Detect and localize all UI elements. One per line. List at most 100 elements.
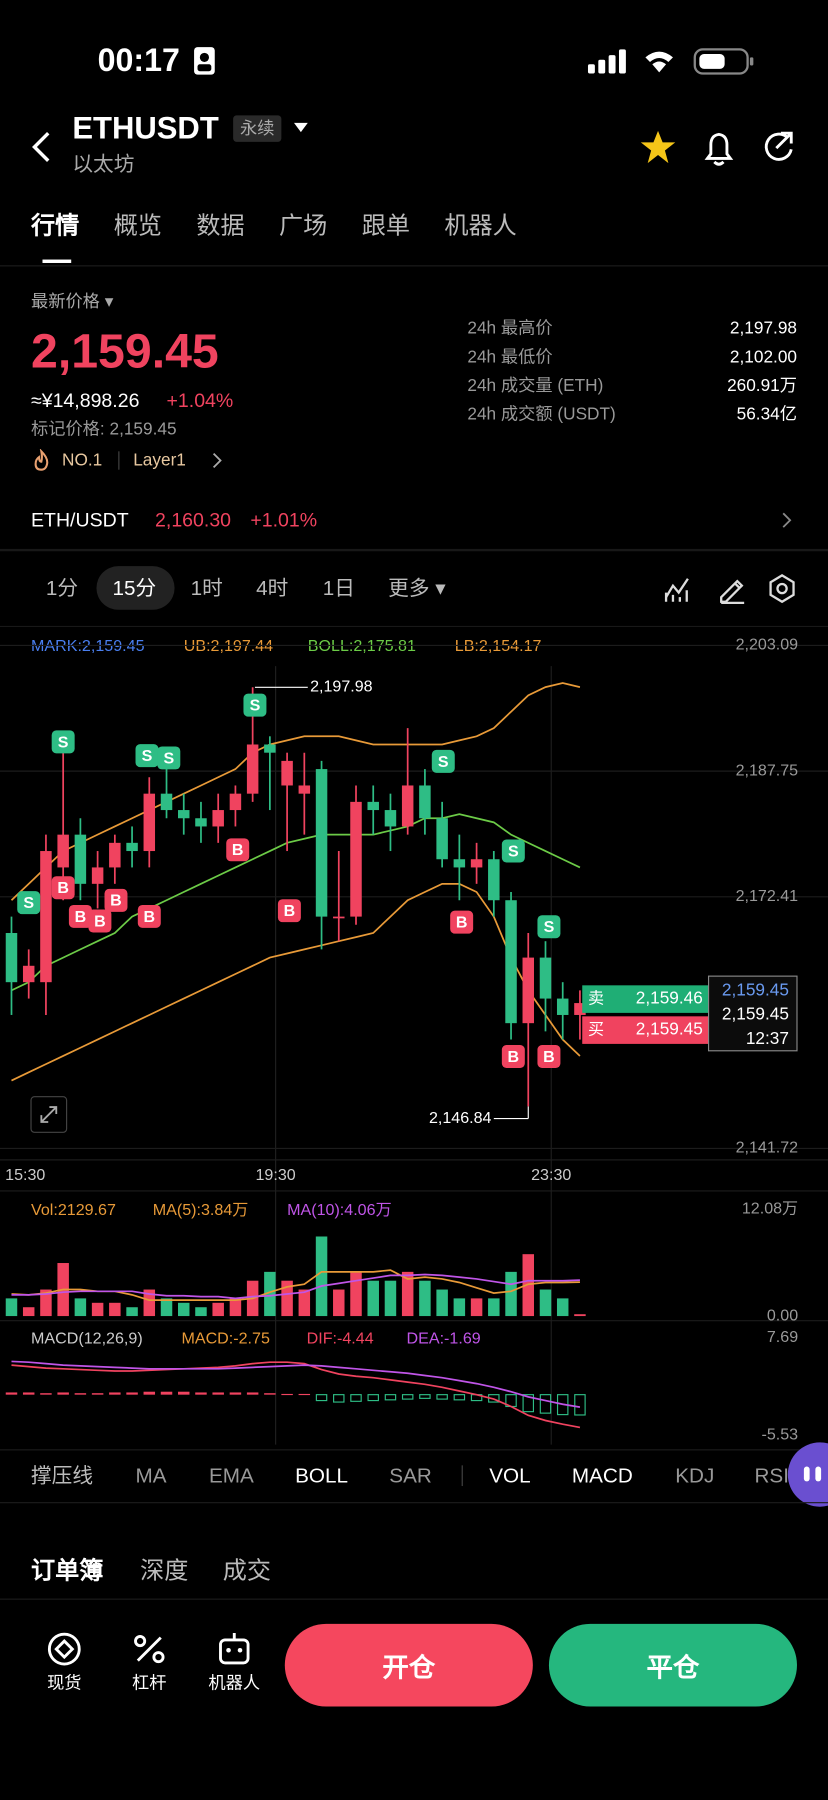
bar: [298, 1393, 311, 1396]
bar: [350, 1394, 362, 1402]
mark-price: 标记价格: 2,159.45: [31, 419, 177, 440]
bar: [281, 1280, 293, 1317]
interval[interactable]: 1分: [45, 576, 79, 600]
chart-tools[interactable]: [661, 572, 799, 605]
chevron[interactable]: [781, 511, 792, 529]
indicator[interactable]: BOLL: [295, 1464, 349, 1488]
tab[interactable]: 数据: [196, 213, 245, 240]
indicator[interactable]: 撑压线: [31, 1464, 94, 1488]
bar: [91, 1302, 104, 1317]
bar: [367, 1280, 379, 1317]
indicator-line: [11, 1361, 581, 1429]
interval[interactable]: 4时: [256, 576, 289, 600]
indicator[interactable]: MA: [135, 1464, 167, 1488]
stat-label: 24h 成交额 (USDT): [467, 404, 616, 425]
bar: [333, 1394, 345, 1403]
chevron: [212, 452, 222, 469]
candle-body: [246, 744, 259, 794]
tab[interactable]: 概览: [113, 213, 162, 240]
tab[interactable]: 机器人: [444, 213, 517, 240]
bar: [40, 1393, 52, 1395]
tab[interactable]: 行情: [31, 213, 80, 240]
candle-body: [229, 793, 242, 811]
y-tick-label: -5.53: [762, 1426, 799, 1444]
candle-body: [574, 1003, 586, 1015]
open-button[interactable]: 开仓: [284, 1623, 533, 1707]
signal-badge: [501, 839, 525, 863]
spot-pair[interactable]: ETH/USDT: [31, 509, 129, 532]
nav-label[interactable]: 杠杆: [132, 1673, 167, 1694]
book-tab[interactable]: 深度: [140, 1557, 189, 1585]
bar: [419, 1280, 431, 1317]
bar: [367, 1394, 379, 1402]
bar: [229, 1392, 242, 1395]
bar: [40, 1289, 52, 1317]
price-box-text: 2,159.45: [722, 980, 789, 1000]
price-label[interactable]: 最新价格 ▾: [31, 292, 114, 312]
bar: [195, 1307, 207, 1317]
tab[interactable]: 广场: [279, 213, 328, 240]
signal-label: S: [508, 842, 519, 860]
indicator-line: [11, 1360, 581, 1408]
indicator[interactable]: EMA: [209, 1464, 254, 1488]
candle-body: [91, 867, 104, 884]
dropdown-arrow[interactable]: [293, 122, 309, 133]
close-button[interactable]: 平仓: [548, 1623, 797, 1707]
expand-button: [30, 1096, 68, 1133]
signal-badge: [51, 876, 75, 900]
contract-badge[interactable]: 永续: [233, 115, 282, 142]
rank: NO.1: [62, 450, 103, 471]
candle-body: [556, 998, 569, 1015]
back-button[interactable]: [28, 130, 56, 164]
signal-label: B: [143, 908, 155, 926]
bar: [212, 1392, 224, 1395]
price-box: [707, 975, 798, 1052]
bar: [436, 1394, 448, 1400]
signal-badge: [157, 746, 181, 770]
signal-badge: [135, 744, 159, 768]
tab[interactable]: 跟单: [361, 213, 410, 240]
signal-badge: [137, 904, 161, 928]
bar: [178, 1302, 190, 1317]
bar: [453, 1298, 466, 1317]
signal-label: B: [57, 879, 69, 897]
bar: [160, 1298, 173, 1317]
book-tab[interactable]: 订单簿: [31, 1557, 104, 1585]
bar: [22, 1307, 35, 1317]
signal-label: B: [94, 912, 106, 930]
nav-icons[interactable]: [46, 1631, 264, 1668]
bar: [264, 1271, 276, 1317]
bar: [246, 1392, 259, 1395]
signal-badge: [537, 915, 561, 939]
book-tab[interactable]: 成交: [222, 1557, 272, 1585]
indicator[interactable]: RSI: [754, 1464, 789, 1488]
indicator[interactable]: SAR: [389, 1464, 432, 1488]
signal-badge: [243, 693, 267, 717]
indicator[interactable]: MACD: [571, 1464, 633, 1488]
candle-body: [264, 744, 276, 753]
nav-label[interactable]: 机器人: [208, 1673, 261, 1694]
price-label-text: 最新价格: [31, 292, 100, 312]
interval-more[interactable]: 更多 ▾: [388, 576, 446, 600]
nav-label[interactable]: 现货: [47, 1673, 82, 1694]
interval[interactable]: 1时: [190, 576, 223, 600]
divider: [0, 1598, 828, 1600]
signal-badge: [450, 910, 474, 934]
bar: [74, 1393, 87, 1395]
indicator[interactable]: KDJ: [675, 1464, 715, 1488]
floating-button[interactable]: [786, 1441, 828, 1508]
stat-value: 2,197.98: [729, 318, 797, 339]
bar: [384, 1280, 397, 1317]
candle-body: [195, 818, 207, 827]
candle-body: [470, 859, 483, 868]
interval[interactable]: 15分: [112, 576, 157, 600]
sector-tag[interactable]: Layer1: [133, 450, 186, 471]
interval[interactable]: 1日: [322, 576, 355, 600]
indicator[interactable]: VOL: [489, 1464, 531, 1488]
header-icons[interactable]: [639, 129, 800, 168]
bar: [5, 1392, 18, 1395]
signal-label: S: [23, 894, 34, 912]
interval-selected: [96, 566, 175, 610]
signal-label: B: [75, 908, 87, 926]
